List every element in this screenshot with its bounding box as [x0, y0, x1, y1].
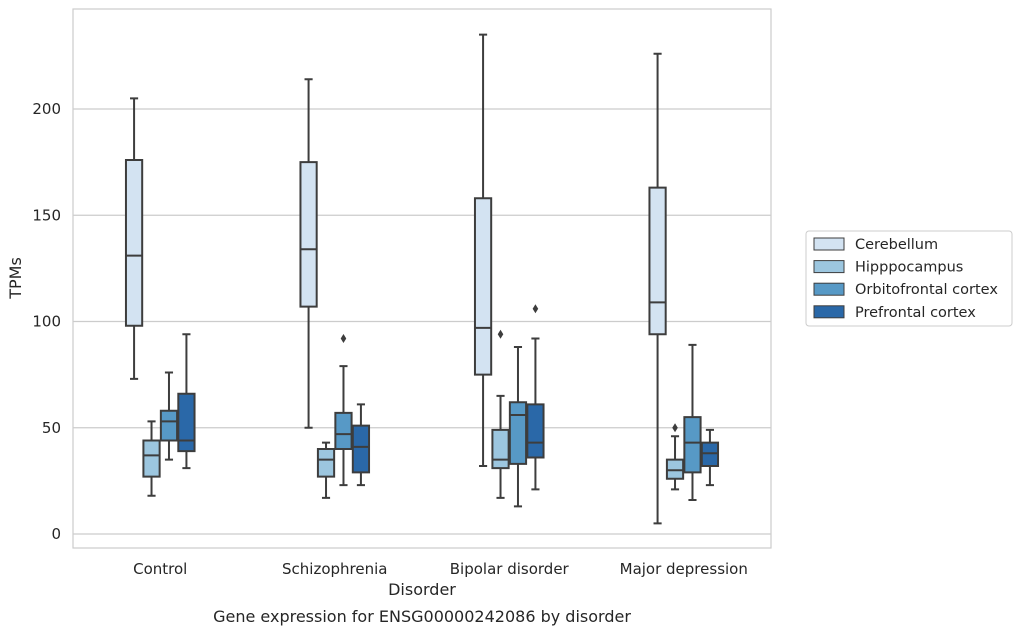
y-tick-label: 200 [32, 100, 61, 118]
y-axis-ticks: 0 50 100 150 200 [32, 100, 61, 543]
box [351, 424, 371, 474]
box-group [683, 343, 702, 501]
box-group [508, 346, 528, 508]
chart-caption: Gene expression for ENSG00000242086 by d… [213, 607, 631, 626]
legend-entry: Orbitofrontal cortex [813, 282, 998, 298]
y-tick-label: 0 [51, 525, 61, 543]
legend-label: Hipppocampus [855, 260, 963, 276]
box-group [316, 441, 336, 499]
box-group [124, 97, 144, 380]
y-tick-label: 100 [32, 313, 61, 331]
legend-swatch [813, 282, 845, 296]
box [177, 392, 196, 453]
legend-entry: Prefrontal cortex [813, 305, 976, 321]
box [491, 428, 510, 470]
legend: Cerebellum Hipppocampus Orbitofrontal cort… [805, 230, 1013, 327]
legend-swatch [813, 237, 845, 251]
box [334, 411, 353, 450]
box [299, 161, 318, 308]
box-group [159, 371, 179, 461]
box [159, 409, 179, 442]
box-group [334, 334, 353, 487]
box-group [648, 52, 667, 525]
box [665, 458, 685, 480]
legend-label: Orbitofrontal cortex [855, 282, 998, 298]
legend-label: Cerebellum [855, 237, 938, 253]
legend-entry: Cerebellum [813, 237, 938, 253]
x-tick-label: Control [133, 560, 187, 578]
box [526, 403, 545, 459]
x-tick-label: Bipolar disorder [450, 560, 570, 578]
box [683, 416, 702, 474]
legend-label: Prefrontal cortex [855, 305, 976, 321]
box [124, 159, 144, 327]
legend-entries: Cerebellum Hipppocampus Orbitofrontal cort… [813, 237, 998, 321]
legend-swatch [813, 260, 845, 274]
y-axis-label: TPMs [6, 257, 25, 300]
box [648, 186, 667, 336]
box-group [473, 33, 493, 467]
legend-swatch [813, 305, 845, 319]
box [316, 448, 336, 478]
box [700, 441, 720, 467]
boxes [124, 33, 720, 525]
box-group [351, 403, 371, 487]
x-axis-label: Disorder [388, 580, 456, 599]
legend-frame [805, 230, 1013, 327]
box [508, 401, 528, 465]
x-tick-label: Schizophrenia [282, 560, 387, 578]
outlier-point [340, 334, 347, 343]
outlier-point [672, 423, 678, 433]
x-axis-ticks: Control Schizophrenia Bipolar disorder Majo… [133, 560, 748, 578]
box [142, 439, 161, 478]
legend-entry: Hipppocampus [813, 260, 963, 276]
outlier-point [497, 329, 504, 339]
box-group [700, 428, 720, 487]
box-group [665, 423, 685, 491]
box-group [526, 304, 545, 491]
box-group [177, 333, 196, 470]
box-group [491, 329, 510, 499]
box-group [299, 78, 318, 429]
box-group [142, 420, 161, 497]
y-tick-label: 150 [32, 206, 61, 224]
box [473, 197, 493, 376]
x-tick-label: Major depression [620, 560, 748, 578]
y-tick-label: 50 [42, 419, 61, 437]
outlier-point [532, 304, 539, 314]
